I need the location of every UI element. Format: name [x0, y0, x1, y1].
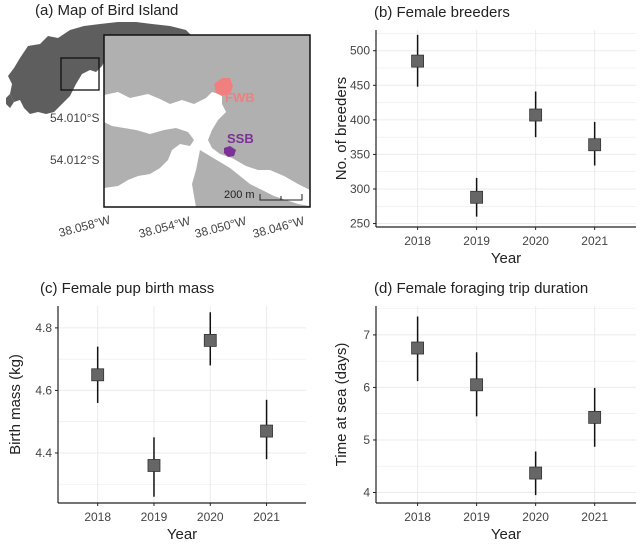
data-point — [411, 341, 425, 355]
scale-bar-line — [259, 194, 303, 201]
y-axis-title: Birth mass (kg) — [7, 354, 24, 455]
data-point — [529, 466, 543, 480]
ssb-colony — [224, 146, 236, 157]
left-peninsula — [104, 136, 140, 170]
map-title: (a) Map of Bird Island — [35, 2, 178, 19]
x-axis-title: Year — [491, 250, 521, 267]
y-tick-label: 4.6 — [35, 383, 52, 397]
x-tick-label: 2021 — [581, 234, 608, 248]
site-label-ssb: SSB — [227, 131, 254, 146]
overview-islet — [6, 94, 14, 108]
data-point — [588, 410, 602, 424]
y-tick-label: 5 — [363, 433, 370, 447]
y-tick-label: 300 — [350, 182, 370, 196]
x-tick-label: 2018 — [404, 234, 431, 248]
y-tick-label: 4 — [363, 485, 370, 499]
y-axis-title: No. of breeders — [333, 77, 350, 180]
chart-title: (c) Female pup birth mass — [40, 280, 214, 297]
scale-bar-label: 200 m — [224, 189, 255, 201]
y-tick-label: 450 — [350, 78, 370, 92]
x-tick-label: 2021 — [253, 510, 280, 524]
y-tick-label: 500 — [350, 44, 370, 58]
x-tick-label: 2018 — [84, 510, 111, 524]
data-point — [203, 333, 217, 347]
chart-title: (b) Female breeders — [374, 4, 510, 21]
x-axis-title: Year — [491, 526, 521, 543]
y-tick-label: 7 — [363, 328, 370, 342]
y-tick-label: 350 — [350, 147, 370, 161]
data-point — [411, 54, 425, 68]
chart-panel-b: (b) Female breeders 250 300 350 400 450 500 201… — [333, 4, 636, 267]
x-tick-label: 2020 — [522, 510, 549, 524]
chart-title: (d) Female foraging trip duration — [374, 280, 588, 297]
x-tick-label: 2019 — [463, 234, 490, 248]
lat-label-1: 54.010°S — [50, 111, 100, 125]
y-tick-label: 4.4 — [35, 446, 52, 460]
x-tick-label: 2020 — [522, 234, 549, 248]
y-tick-label: 6 — [363, 380, 370, 394]
fwb-colony — [214, 78, 233, 96]
y-tick-label: 400 — [350, 113, 370, 127]
lon-label-2: 38.054°W — [137, 214, 192, 241]
inset-map — [103, 34, 311, 208]
x-tick-label: 2020 — [197, 510, 224, 524]
inset-frame — [103, 34, 311, 208]
chart-panel-d: (d) Female foraging trip duration 4 5 6 7 201… — [333, 280, 636, 543]
data-point — [91, 368, 105, 382]
lon-label-4: 38.046°W — [251, 214, 306, 241]
overview-extent-box — [60, 57, 100, 91]
data-point — [147, 459, 161, 472]
x-axis-title: Year — [167, 526, 197, 543]
site-label-fwb: FWB — [225, 90, 255, 105]
lon-label-3: 38.050°W — [193, 214, 248, 241]
south-land — [192, 150, 310, 207]
y-tick-label: 250 — [350, 217, 370, 231]
data-point — [529, 108, 543, 122]
data-point — [470, 190, 484, 204]
x-tick-label: 2019 — [141, 510, 168, 524]
bay-water — [104, 92, 310, 207]
scale-bar: 200 m — [224, 189, 303, 201]
data-point — [470, 378, 484, 392]
lat-label-2: 54.012°S — [50, 153, 100, 167]
x-tick-label: 2019 — [463, 510, 490, 524]
x-tick-label: 2021 — [581, 510, 608, 524]
x-tick-label: 2018 — [404, 510, 431, 524]
data-point — [260, 424, 273, 438]
chart-panel-c: (c) Female pup birth mass 4.4 4.6 4.8 2018 20… — [7, 280, 306, 543]
data-point — [588, 138, 602, 152]
lon-label-1: 38.058°W — [57, 213, 112, 240]
y-axis-title: Time at sea (days) — [333, 343, 350, 467]
map-panel: (a) Map of Bird Island FWB SSB 200 m — [6, 2, 311, 241]
y-tick-label: 4.8 — [35, 321, 52, 335]
